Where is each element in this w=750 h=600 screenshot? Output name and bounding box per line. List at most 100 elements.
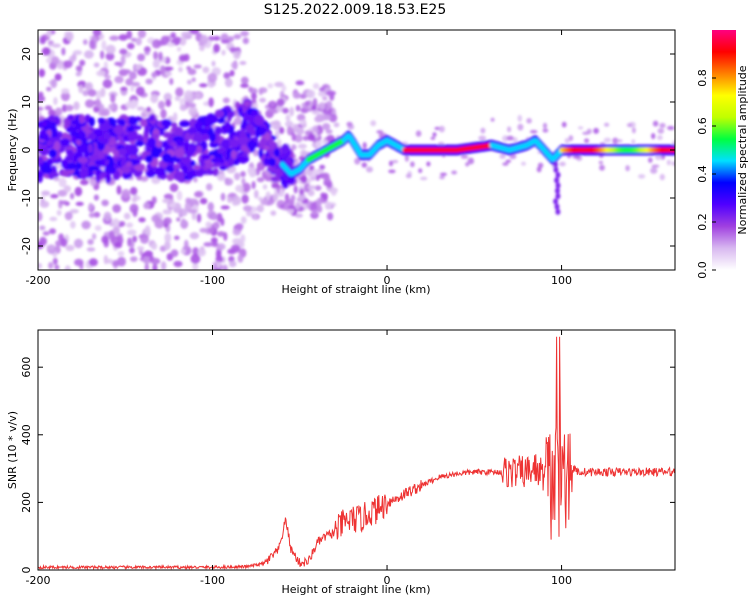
spectrogram-noise-blob: [499, 153, 506, 159]
spectrogram-noise-blob: [123, 212, 131, 220]
colorbar: 0.0 0.2 0.4 0.6 0.8 Normalized spectral ampl…: [696, 30, 749, 279]
spectrogram-noise-blob: [631, 127, 636, 134]
spectrogram-y-axis-label: Frequency (Hz): [6, 109, 19, 192]
spectrogram-noise-blob: [311, 105, 317, 111]
spectrogram-band-blob: [99, 171, 108, 178]
spectrogram-noise-blob: [74, 258, 84, 266]
spectrogram-band-blob: [184, 132, 191, 141]
spectrogram-noise-blob: [61, 47, 66, 56]
spectrogram-band-blob: [71, 135, 77, 144]
spectrogram-noise-blob: [136, 106, 145, 111]
spectrogram-noise-blob: [232, 200, 238, 206]
spectrogram-band-blob: [237, 156, 249, 163]
spectrogram-noise-blob: [65, 244, 75, 252]
spectrogram-noise-blob: [270, 210, 277, 216]
spectrogram-noise-blob: [322, 123, 331, 131]
spectrogram-noise-blob: [87, 239, 94, 245]
spectrogram-noise-blob: [241, 177, 246, 185]
spectrogram-noise-blob: [105, 44, 116, 55]
colorbar-tick-label: 0.2: [696, 213, 709, 231]
spectrogram-noise-blob: [205, 183, 213, 191]
spectrogram-noise-blob: [303, 182, 311, 193]
spectrogram-noise-blob: [307, 177, 312, 184]
spectrogram-noise-blob: [311, 109, 320, 115]
spectrogram-band-blob: [60, 169, 71, 177]
spectrogram-noise-blob: [186, 79, 192, 85]
spectrogram-noise-blob: [88, 258, 98, 267]
spectrogram-noise-blob: [220, 205, 230, 210]
spectrogram-noise-blob: [328, 113, 338, 123]
spectrogram-noise-blob: [222, 264, 228, 270]
spectrogram-noise-blob: [253, 189, 259, 199]
spectrogram-noise-blob: [110, 93, 116, 103]
spectrogram-noise-blob: [480, 127, 486, 134]
spectrogram-noise-blob: [233, 49, 241, 60]
spectrogram-noise-blob: [88, 202, 94, 211]
spectrogram-noise-blob: [137, 30, 147, 39]
spectrogram-noise-blob: [144, 51, 150, 56]
spectrogram-noise-blob: [321, 114, 331, 121]
spectrogram-band-blob: [250, 109, 259, 117]
spectrogram-noise-blob: [241, 182, 251, 193]
spectrogram-noise-blob: [39, 236, 47, 246]
spectrogram-noise-blob: [114, 61, 122, 66]
spectrogram-noise-blob: [287, 205, 297, 210]
spectrogram-noise-blob: [517, 123, 524, 131]
spectrogram-noise-blob: [593, 127, 599, 134]
spectrogram-noise-blob: [240, 216, 247, 224]
spectrogram-band-blob: [238, 135, 249, 146]
spectrogram-noise-blob: [235, 223, 244, 231]
spectrogram-noise-blob: [73, 101, 80, 111]
spectrogram-noise-blob: [267, 83, 274, 89]
spectrogram-noise-blob: [56, 209, 62, 216]
spectrogram-noise-blob: [174, 235, 180, 240]
spectrogram-noise-blob: [366, 166, 373, 173]
spectrogram-noise-blob: [652, 120, 659, 127]
spectrogram-noise-blob: [211, 60, 216, 67]
spectrogram-noise-blob: [295, 80, 305, 86]
spectrogram-band-blob: [263, 145, 270, 151]
spectrogram-noise-blob: [330, 188, 337, 196]
spectrogram-band-blob: [50, 171, 59, 178]
spectrogram-noise-blob: [291, 144, 297, 151]
spectrogram-noise-blob: [38, 68, 46, 78]
spectrogram-noise-blob: [179, 98, 185, 107]
spectrogram-noise-blob: [502, 135, 509, 142]
spectrogram-noise-blob: [130, 85, 135, 92]
spectrogram-band-blob: [98, 151, 105, 160]
snr-y-tick-label: 600: [20, 357, 33, 378]
spectrogram-noise-blob: [116, 185, 122, 195]
spectrogram-noise-blob: [577, 126, 584, 130]
spectrogram-band-blob: [135, 140, 145, 147]
spectrogram-noise-blob: [117, 256, 126, 267]
spectrogram-noise-blob: [192, 247, 199, 256]
spectrogram-noise-blob: [582, 131, 590, 135]
spectrogram-band-blob: [239, 131, 247, 138]
spectrogram-noise-blob: [46, 244, 56, 249]
spectrogram-band-blob: [64, 155, 74, 162]
spectrogram-noise-blob: [657, 128, 663, 133]
spectrogram-band-blob: [199, 128, 209, 135]
spectrogram-noise-blob: [326, 90, 336, 96]
spectrogram-noise-blob: [73, 238, 84, 249]
spectrogram-noise-blob: [327, 212, 334, 221]
spectrogram-noise-blob: [53, 97, 58, 106]
spectrogram-noise-blob: [659, 122, 666, 129]
spectrogram-noise-blob: [137, 53, 146, 62]
spectrogram-noise-blob: [256, 177, 265, 183]
spectrogram-band-blob: [214, 126, 222, 135]
spectrogram-band-blob: [103, 144, 111, 153]
spectrogram-noise-blob: [119, 48, 128, 55]
spectrogram-noise-blob: [100, 50, 105, 60]
spectrogram-noise-blob: [151, 71, 158, 78]
spectrogram-noise-blob: [141, 175, 149, 182]
spectrogram-noise-blob: [295, 201, 301, 210]
spectrogram-noise-blob: [603, 137, 612, 143]
spectrogram-marks: [38, 30, 675, 270]
spectrogram-noise-blob: [108, 103, 114, 110]
spectrogram-noise-blob: [130, 241, 135, 248]
spectrogram-noise-blob: [87, 89, 97, 97]
spectrogram-noise-blob: [242, 37, 249, 45]
spectrogram-streak-blob: [554, 177, 560, 184]
spectrogram-noise-blob: [165, 99, 172, 107]
